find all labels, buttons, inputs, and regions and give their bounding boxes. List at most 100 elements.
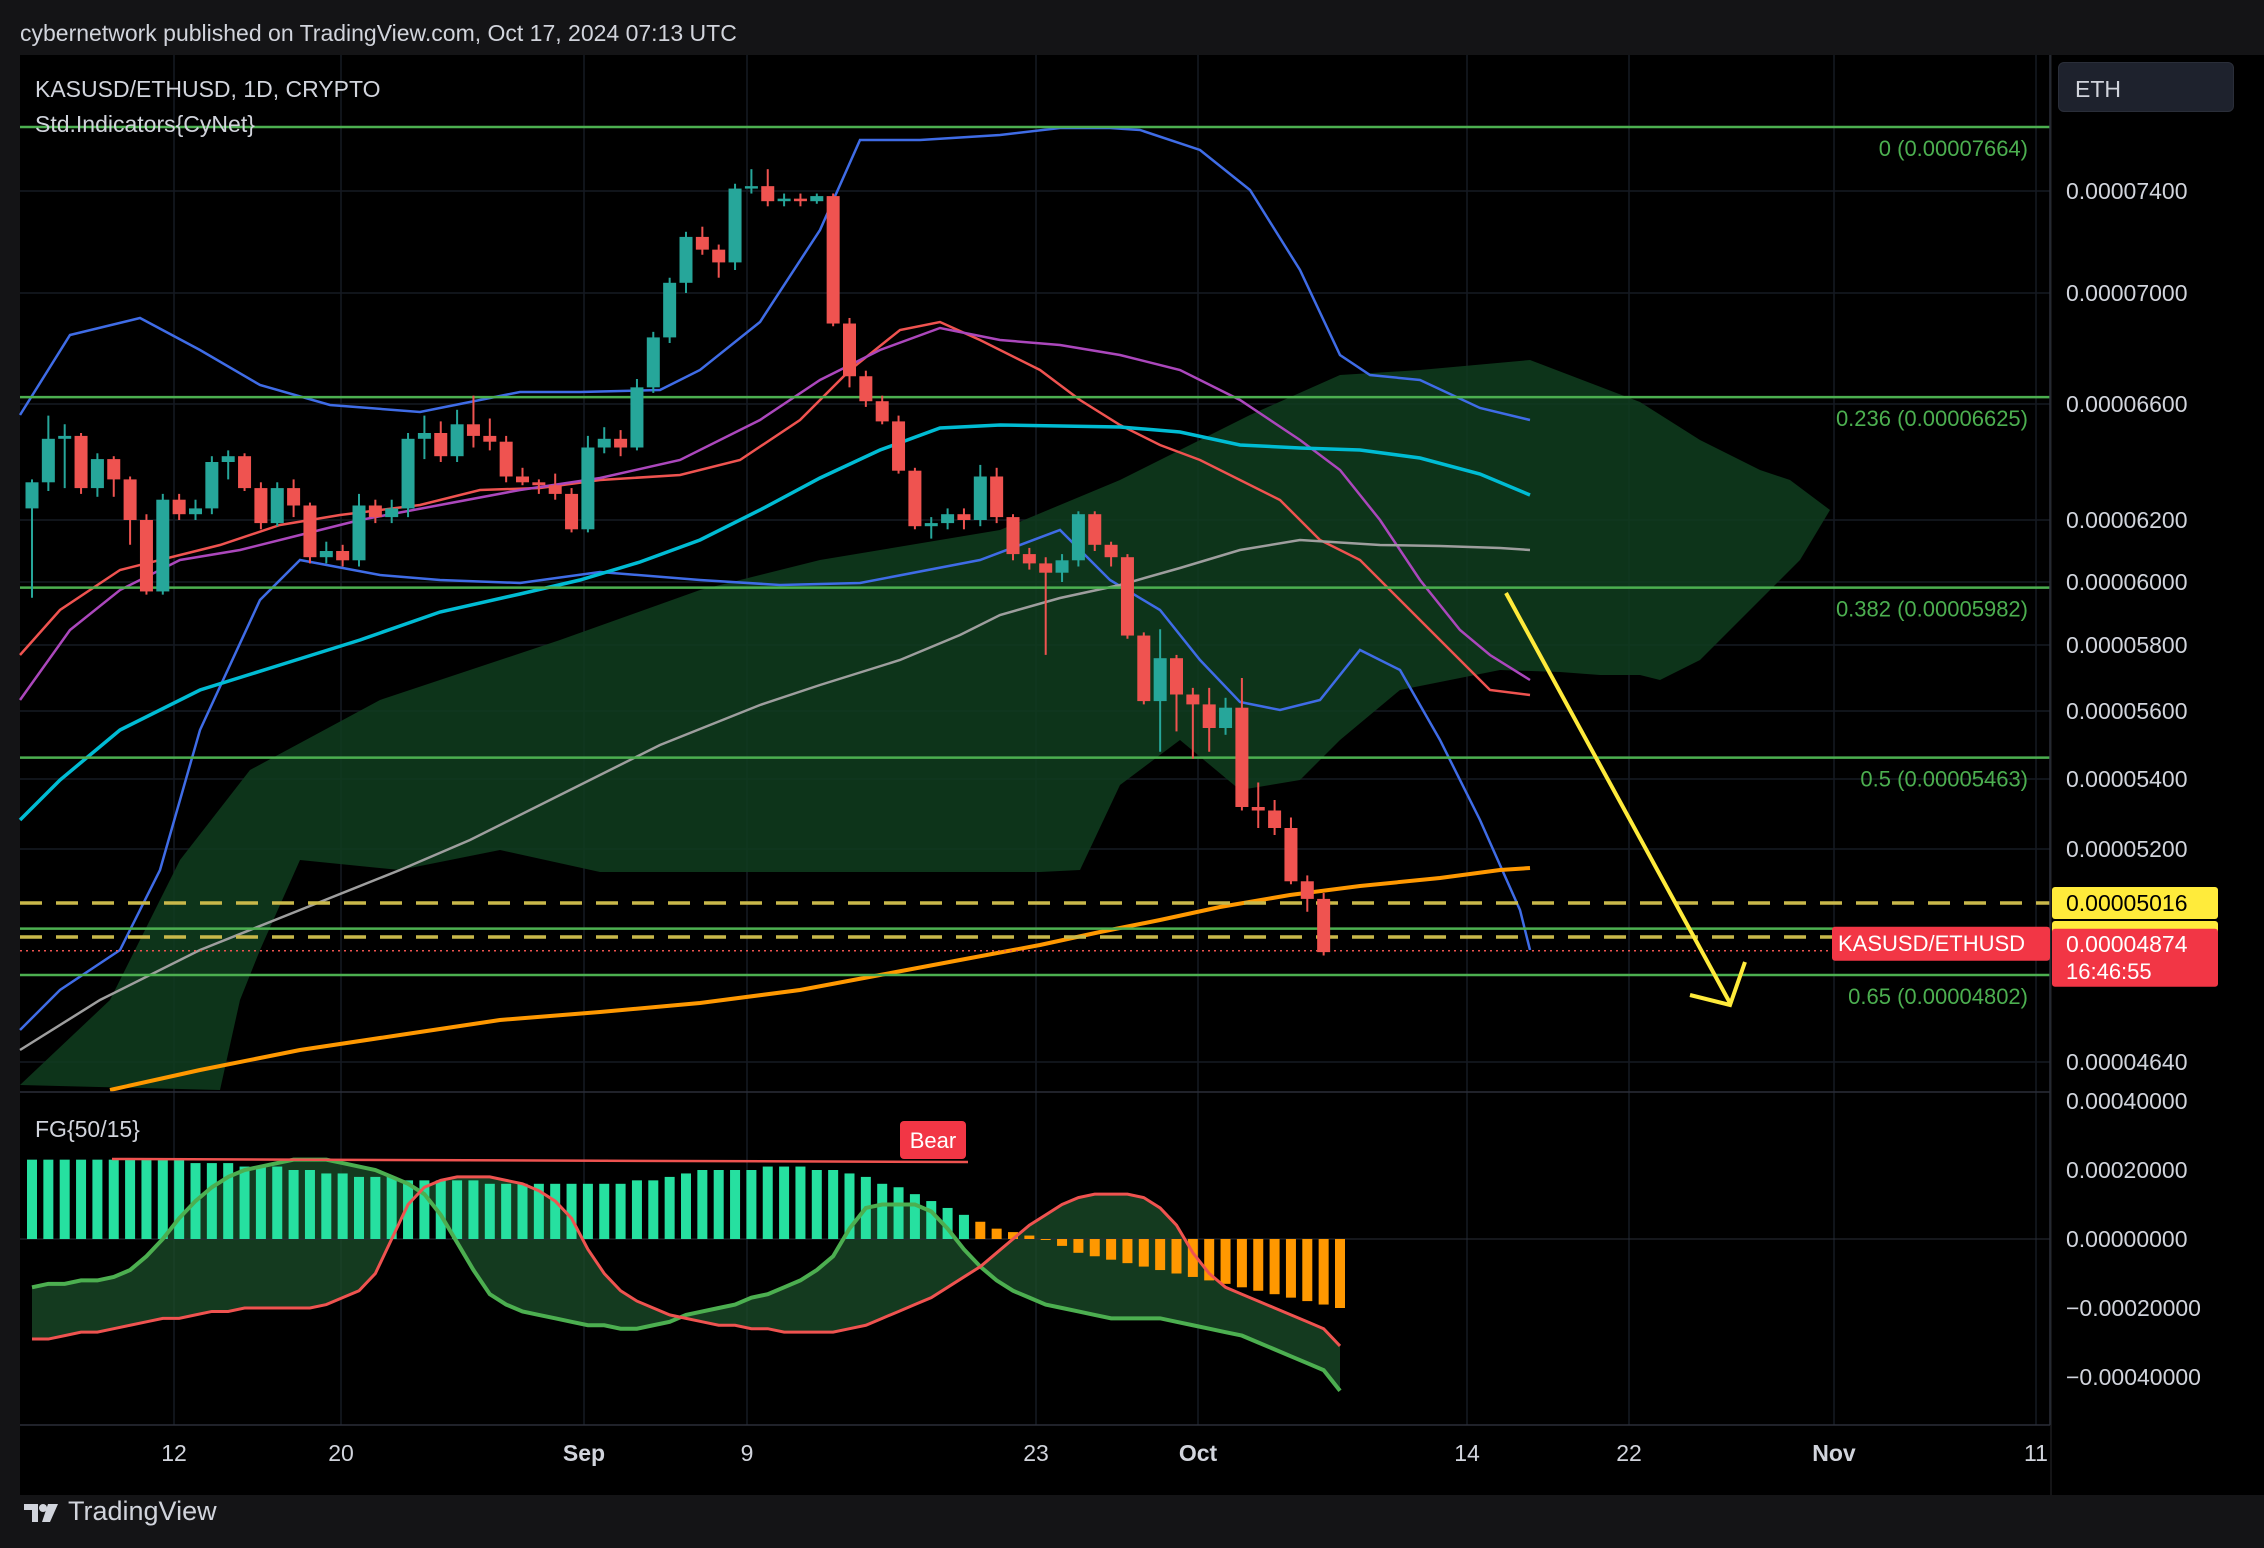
- price-tick: 0.00005600: [2066, 698, 2188, 724]
- countdown-timer: 16:46:55: [2066, 959, 2152, 984]
- last-price-box: [2052, 928, 2218, 987]
- histogram-bar: [1220, 1239, 1231, 1284]
- candle-body: [777, 198, 791, 202]
- histogram-bar: [1269, 1239, 1280, 1295]
- date-tick: 14: [1454, 1440, 1480, 1466]
- oscillator-legend[interactable]: FG{50/15}: [35, 1116, 140, 1142]
- histogram-bar: [125, 1159, 136, 1239]
- histogram-bar: [697, 1170, 708, 1239]
- candle-body: [1120, 557, 1134, 636]
- tradingview-logo[interactable]: TradingView: [22, 1496, 217, 1527]
- candle-body: [1251, 807, 1265, 811]
- candle-body: [1268, 810, 1282, 828]
- histogram-bar: [255, 1166, 266, 1239]
- candle-body: [417, 433, 431, 439]
- histogram-bar: [1106, 1239, 1117, 1260]
- histogram-bar: [550, 1183, 561, 1239]
- candle-body: [761, 186, 775, 202]
- candle-body: [1022, 554, 1036, 564]
- symbol-search-box[interactable]: ETH: [2058, 62, 2234, 112]
- histogram-bar: [1122, 1239, 1133, 1264]
- candle-body: [1219, 707, 1233, 728]
- histogram-bar: [1057, 1239, 1068, 1246]
- histogram-bar: [1318, 1239, 1329, 1305]
- candle-body: [189, 508, 202, 515]
- histogram-bar: [321, 1173, 332, 1239]
- ema-gray-line: [19, 538, 1531, 1052]
- histogram-bar: [370, 1176, 381, 1239]
- price-scale-panel[interactable]: [2052, 55, 2264, 1495]
- candle-body: [319, 551, 333, 558]
- date-tick: 23: [1023, 1440, 1049, 1466]
- price-tick: 0.00006600: [2066, 391, 2188, 417]
- candle-body: [957, 514, 971, 520]
- candle-body: [254, 488, 268, 524]
- price-tick: 0.00005800: [2066, 632, 2188, 658]
- price-tick: 0.00006000: [2066, 569, 2188, 595]
- candle-body: [352, 505, 366, 561]
- histogram-bar: [157, 1159, 168, 1239]
- histogram-bar: [648, 1180, 659, 1239]
- candle-body: [238, 456, 252, 489]
- histogram-bar: [1138, 1239, 1149, 1267]
- fib-label-5: 0.65 (0.00004802): [1848, 984, 2028, 1009]
- tradingview-brand: TradingView: [68, 1496, 217, 1526]
- histogram-bar: [599, 1183, 610, 1239]
- candle-body: [712, 249, 726, 263]
- histogram-bar: [59, 1159, 70, 1239]
- histogram-bar: [779, 1166, 790, 1239]
- chart-title: KASUSD/ETHUSD, 1D, CRYPTO: [35, 76, 381, 102]
- projection-arrow: [1504, 592, 1747, 1008]
- oscillator-tick: −0.00040000: [2066, 1364, 2201, 1390]
- candle-body: [25, 482, 39, 509]
- cloud-area: [20, 360, 1830, 1090]
- date-tick: 11: [2024, 1440, 2048, 1466]
- candles: [20, 169, 2050, 956]
- candle-body: [90, 459, 104, 489]
- histogram-bar: [631, 1180, 642, 1239]
- histogram-bar: [108, 1159, 119, 1239]
- candle-body: [663, 282, 677, 338]
- histogram-bar: [1024, 1235, 1035, 1239]
- fib-label-2: 0.382 (0.00005982): [1836, 597, 2028, 622]
- candle-body: [1284, 828, 1298, 882]
- date-tick: Nov: [1812, 1440, 1856, 1466]
- histogram-bar: [337, 1173, 348, 1239]
- candle-body: [744, 186, 758, 189]
- candle-body: [1006, 517, 1020, 555]
- histogram-bar: [958, 1214, 969, 1239]
- histogram-bar: [304, 1170, 315, 1239]
- lower-band-line: [19, 528, 1532, 1031]
- histogram-bar: [1155, 1239, 1166, 1271]
- arrow-head: [1689, 961, 1747, 1008]
- candle-body: [74, 435, 88, 489]
- histogram-bar: [730, 1170, 741, 1239]
- histogram-bar: [27, 1159, 37, 1239]
- indicator-legend[interactable]: Std.Indicators{CyNet}: [35, 111, 255, 137]
- histogram-bar: [664, 1176, 675, 1239]
- candle-body: [941, 514, 955, 524]
- candle-body: [1300, 881, 1314, 899]
- histogram-bar: [1171, 1239, 1182, 1274]
- candle-body: [270, 488, 284, 524]
- histogram-bar: [1253, 1239, 1264, 1291]
- candle-body: [1186, 694, 1200, 705]
- oscillator-tick: 0.00040000: [2066, 1088, 2188, 1114]
- oscillator-pane: Bear: [20, 1091, 2050, 1393]
- histogram-bar: [582, 1183, 593, 1239]
- histogram-bar: [484, 1183, 495, 1239]
- histogram-bar: [1187, 1239, 1198, 1277]
- candle-body: [646, 337, 660, 388]
- histogram-bar: [223, 1163, 234, 1239]
- histogram-bar: [1089, 1239, 1100, 1257]
- histogram-bar: [926, 1201, 937, 1239]
- candle-body: [1104, 544, 1118, 558]
- fib-label-0: 0 (0.00007664): [1879, 136, 2028, 161]
- histogram-bar: [468, 1180, 479, 1239]
- candle-body: [336, 551, 350, 561]
- candle-body: [385, 508, 399, 518]
- candle-body: [107, 459, 121, 480]
- last-price-value: 0.00004874: [2066, 931, 2188, 957]
- candle-body: [548, 485, 562, 494]
